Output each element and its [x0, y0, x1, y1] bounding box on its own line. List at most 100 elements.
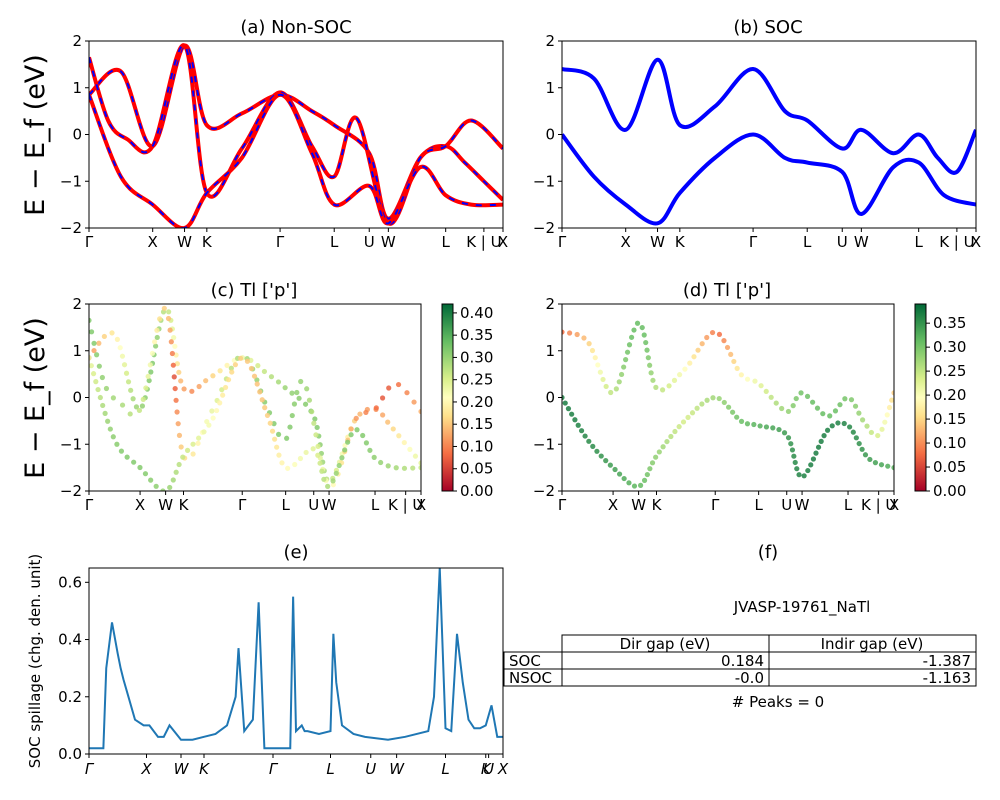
panel-e-frame — [88, 567, 504, 755]
scatter-point — [645, 355, 651, 361]
scatter-point — [875, 432, 881, 439]
scatter-point — [798, 390, 804, 396]
scatter-point — [623, 357, 629, 363]
scatter-point — [574, 331, 580, 338]
scatter-point — [726, 404, 732, 410]
scatter-point — [653, 384, 659, 390]
colorbar-label: 0.20 — [933, 386, 966, 404]
scatter-point — [832, 408, 839, 414]
x-tick-label: X — [135, 496, 145, 514]
scatter-point — [165, 315, 172, 322]
scatter-point — [600, 376, 606, 383]
scatter-point — [124, 454, 130, 460]
scatter-point — [386, 385, 392, 391]
panel-b-title: (b) SOC — [733, 17, 802, 38]
scatter-point — [562, 394, 565, 401]
band-line — [89, 43, 503, 221]
scatter-point — [342, 447, 348, 453]
scatter-point — [616, 471, 623, 477]
scatter-point — [709, 329, 716, 336]
x-tick-label: L — [281, 496, 290, 514]
scatter-point — [303, 449, 309, 456]
scatter-point — [160, 488, 166, 491]
scatter-point — [142, 471, 149, 477]
scatter-point — [125, 379, 132, 385]
x-tick-label: W — [631, 496, 646, 514]
scatter-point — [228, 365, 234, 371]
scatter-point — [107, 426, 113, 432]
scatter-point — [791, 453, 797, 459]
x-tick-label: K | U — [939, 233, 974, 251]
scatter-point — [220, 392, 226, 398]
scatter-point — [885, 463, 891, 469]
x-tick-label: L — [441, 760, 449, 778]
scatter-point — [418, 408, 421, 415]
scatter-point — [411, 399, 417, 405]
scatter-point — [677, 372, 683, 378]
scatter-point — [412, 453, 419, 459]
scatter-point — [109, 330, 115, 336]
panel-e-title: (e) — [283, 542, 308, 563]
scatter-point — [139, 403, 146, 409]
row-soc-dir: 0.184 — [721, 652, 764, 670]
scatter-point — [734, 365, 740, 371]
scatter-point — [167, 327, 173, 333]
scatter-point — [660, 444, 666, 450]
scatter-point — [161, 305, 167, 311]
scatter-point — [148, 369, 154, 375]
scatter-point — [595, 362, 601, 368]
gap-table: Dir gap (eV) Indir gap (eV) SOC 0.184 -1… — [503, 634, 977, 687]
y-tick-label: 0 — [545, 389, 555, 407]
scatter-point — [289, 390, 295, 396]
row-nsoc-indir: -1.163 — [923, 669, 971, 687]
scatter-point — [315, 443, 321, 449]
scatter-point — [103, 385, 110, 392]
y-tick-label: −1 — [60, 172, 82, 190]
scatter-point — [721, 399, 727, 406]
scatter-point — [624, 349, 631, 355]
x-tick-label: L — [914, 233, 923, 251]
scatter-point — [886, 404, 893, 411]
y-tick-label: 1 — [545, 79, 555, 97]
y-tick-label: −2 — [60, 482, 82, 500]
scatter-point — [357, 411, 363, 417]
x-tick-label: Γ — [558, 233, 567, 251]
scatter-point — [752, 378, 758, 384]
x-tick-label: K | U — [861, 496, 896, 514]
colorbar-label: 0.25 — [460, 371, 493, 389]
scatter-point — [147, 362, 153, 368]
scatter-point — [850, 429, 856, 435]
x-tick-label: X — [498, 233, 508, 251]
scatter-point — [292, 461, 298, 468]
scatter-points — [89, 305, 421, 491]
panel-f-title: (f) — [758, 542, 778, 563]
scatter-point — [805, 467, 811, 474]
x-tick-label: W — [322, 496, 337, 514]
scatter-point — [312, 416, 318, 422]
scatter-point — [562, 329, 565, 335]
scatter-point — [567, 330, 573, 336]
colorbar-d: 0.35 0.30 0.25 0.20 0.15 0.10 0.05 0.00 — [914, 303, 966, 500]
scatter-point — [734, 414, 740, 420]
scatter-point — [180, 454, 186, 460]
scatter-point — [704, 397, 710, 403]
scatter-point — [203, 378, 209, 384]
x-tick-label: Γ — [558, 496, 567, 514]
scatter-point — [114, 441, 120, 447]
scatter-point — [152, 339, 158, 345]
scatter-point — [793, 395, 799, 402]
scatter-point — [586, 341, 592, 347]
x-tick-label: K — [179, 496, 190, 514]
scatter-point — [856, 410, 862, 416]
x-tick-label: W — [389, 760, 405, 778]
scatter-point — [330, 482, 336, 488]
x-tick-label: X — [416, 496, 426, 514]
scatter-point — [261, 368, 268, 375]
scatter-point — [618, 371, 625, 378]
scatter-point — [842, 396, 848, 402]
scatter-point — [267, 420, 273, 426]
scatter-point — [264, 412, 271, 419]
scatter-point — [578, 428, 585, 434]
scatter-point — [565, 406, 572, 412]
y-tick-label: 2 — [72, 295, 82, 313]
